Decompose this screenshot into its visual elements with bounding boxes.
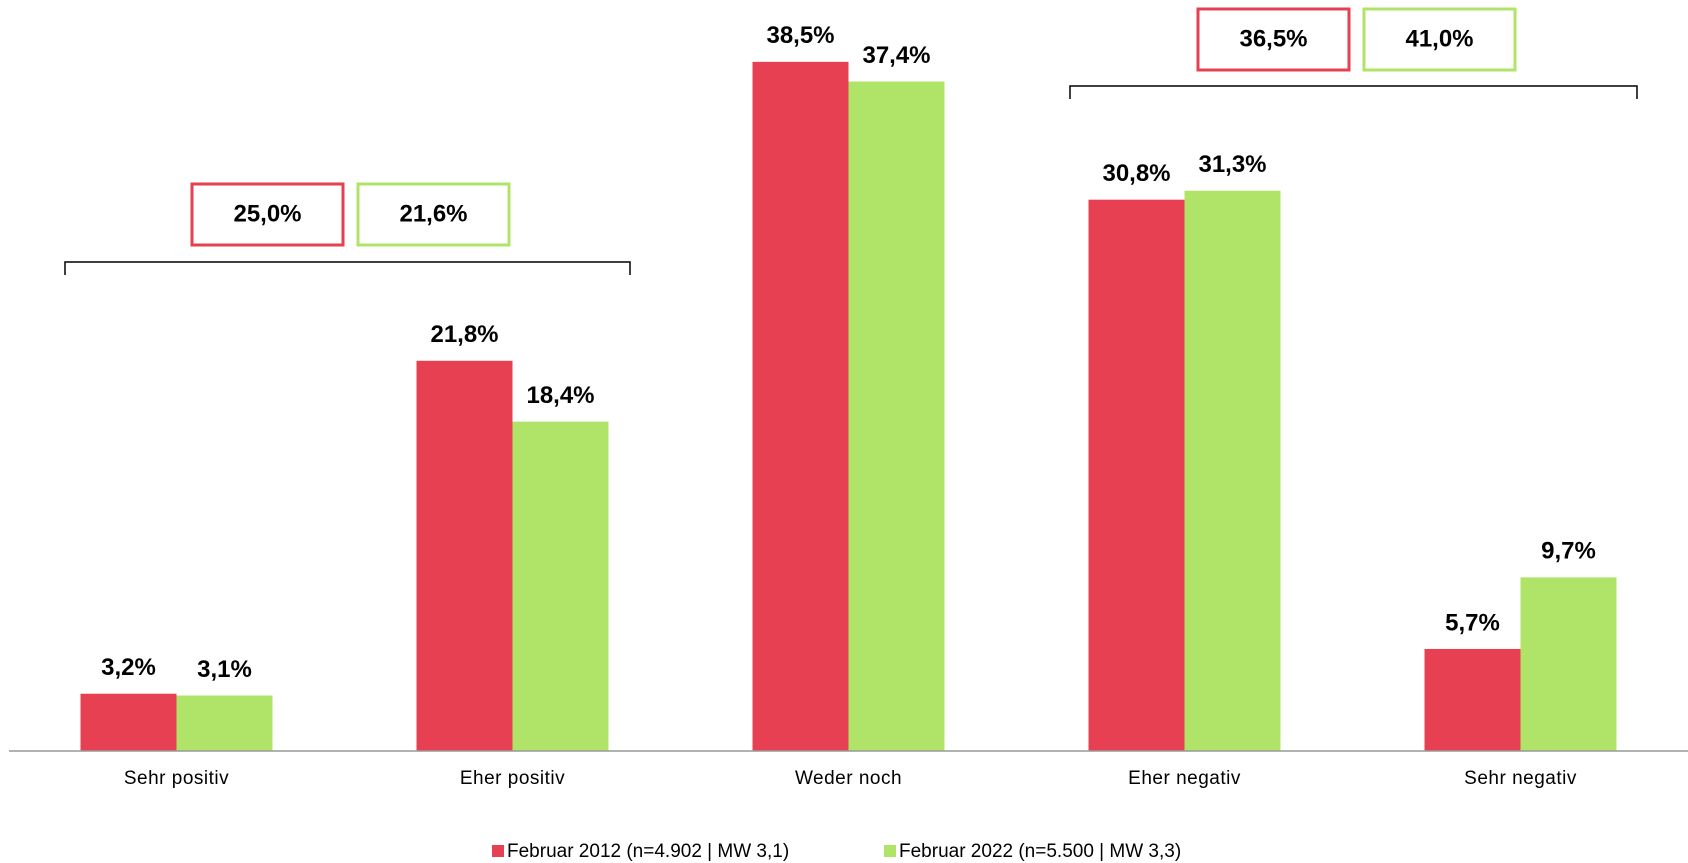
bar bbox=[1424, 648, 1521, 751]
annotation-label: 41,0% bbox=[1405, 25, 1473, 52]
bar bbox=[512, 421, 609, 751]
x-tick-label: Eher negativ bbox=[1128, 768, 1241, 789]
bracket bbox=[64, 261, 631, 275]
bar bbox=[752, 61, 849, 752]
bracket bbox=[1069, 85, 1638, 99]
data-label: 30,8% bbox=[1102, 160, 1170, 187]
data-label: 9,7% bbox=[1541, 538, 1596, 565]
annotation-box bbox=[356, 182, 511, 247]
bar bbox=[1520, 577, 1617, 751]
bar bbox=[80, 693, 177, 751]
data-label: 5,7% bbox=[1445, 609, 1500, 636]
annotation-label: 21,6% bbox=[399, 200, 467, 227]
legend-swatch bbox=[492, 845, 504, 857]
data-label: 31,3% bbox=[1198, 151, 1266, 178]
x-tick-label: Weder noch bbox=[795, 768, 902, 789]
data-label: 3,1% bbox=[197, 656, 252, 683]
legend-label: Februar 2022 (n=5.500 | MW 3,3) bbox=[899, 841, 1181, 862]
annotation-box bbox=[1362, 7, 1517, 72]
data-label: 21,8% bbox=[430, 321, 498, 348]
legend-swatch bbox=[884, 845, 896, 857]
legend-label: Februar 2012 (n=4.902 | MW 3,1) bbox=[507, 841, 789, 862]
data-label: 38,5% bbox=[766, 22, 834, 49]
bar bbox=[848, 81, 945, 752]
bar bbox=[1088, 199, 1185, 751]
x-tick-label: Sehr negativ bbox=[1464, 768, 1577, 789]
annotation-box bbox=[1196, 7, 1351, 72]
annotation-label: 36,5% bbox=[1239, 25, 1307, 52]
data-label: 18,4% bbox=[526, 382, 594, 409]
x-tick-label: Sehr positiv bbox=[124, 768, 229, 789]
annotation-box bbox=[190, 182, 345, 247]
x-tick-label: Eher positiv bbox=[460, 768, 565, 789]
data-label: 3,2% bbox=[101, 654, 156, 681]
bar bbox=[416, 360, 513, 751]
data-label: 37,4% bbox=[862, 42, 930, 69]
bar bbox=[176, 695, 273, 751]
bar bbox=[1184, 190, 1281, 752]
annotation-label: 25,0% bbox=[233, 200, 301, 227]
